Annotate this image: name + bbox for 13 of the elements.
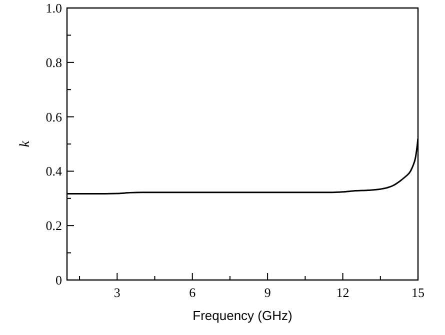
- y-tick-label: 0.6: [46, 109, 62, 124]
- x-tick-label: 9: [264, 285, 271, 300]
- x-tick-label: 3: [114, 285, 120, 300]
- y-tick-label: 0.8: [46, 54, 62, 70]
- y-tick-label: 0.4: [46, 164, 62, 179]
- x-tick-label: 15: [412, 285, 424, 300]
- y-tick-label: 0: [56, 272, 62, 288]
- y-tick-label: 0.2: [46, 218, 62, 234]
- y-axis-title: k: [18, 140, 33, 148]
- x-axis-title: Frequency (GHz): [192, 308, 292, 323]
- x-tick-label: 6: [189, 285, 196, 300]
- y-tick-label: 1.0: [46, 0, 62, 16]
- x-tick-label: 12: [336, 285, 350, 300]
